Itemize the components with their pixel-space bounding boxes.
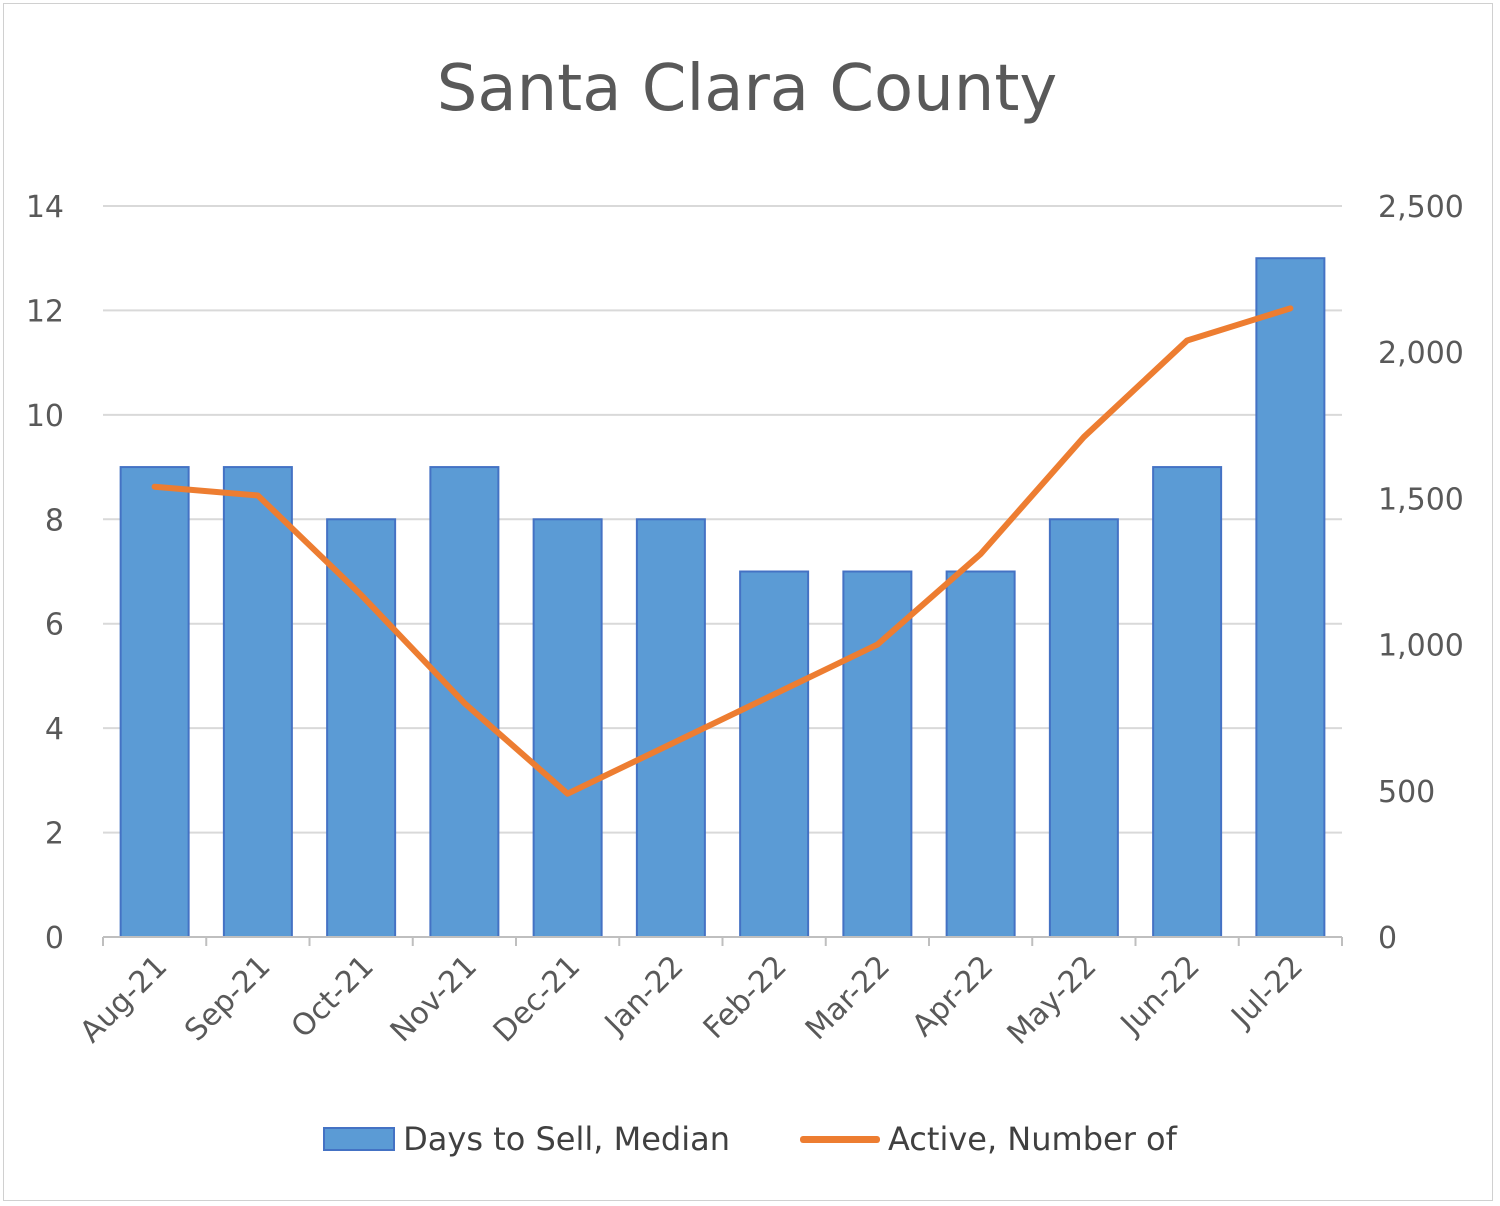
left-tick-label: 2 bbox=[45, 817, 64, 852]
x-tick-label: Nov-21 bbox=[384, 949, 484, 1049]
bar bbox=[119, 466, 190, 938]
right-tick-label: 0 bbox=[1378, 921, 1397, 956]
x-tick-label: Dec-21 bbox=[487, 949, 587, 1049]
x-tick-label: Mar-22 bbox=[799, 949, 897, 1047]
bar bbox=[326, 518, 397, 938]
right-tick-label: 500 bbox=[1378, 775, 1435, 810]
right-tick-label: 2,500 bbox=[1378, 190, 1464, 225]
legend-label-line: Active, Number of bbox=[887, 1120, 1177, 1158]
legend: Days to Sell, Median Active, Number of bbox=[0, 1116, 1500, 1162]
left-tick-label: 14 bbox=[26, 190, 64, 225]
x-tick-label: Jun-22 bbox=[1113, 949, 1207, 1043]
left-tick-label: 8 bbox=[45, 503, 64, 538]
gridlines bbox=[103, 205, 1342, 834]
legend-item-bars: Days to Sell, Median bbox=[323, 1120, 730, 1158]
bar bbox=[532, 518, 603, 938]
x-tick-label: Jul-22 bbox=[1224, 949, 1310, 1035]
left-tick-label: 12 bbox=[26, 294, 64, 329]
bar bbox=[739, 570, 810, 938]
bar-series bbox=[119, 257, 1326, 938]
legend-label-bars: Days to Sell, Median bbox=[403, 1120, 730, 1158]
legend-swatch-bar bbox=[323, 1127, 396, 1151]
bar bbox=[1255, 257, 1326, 938]
bar bbox=[635, 518, 706, 938]
left-tick-label: 4 bbox=[45, 712, 64, 747]
x-tick-label: Aug-21 bbox=[73, 949, 174, 1050]
x-axis-ticks: Aug-21 Sep-21 Oct-21 Nov-21 Dec-21 Jan-22 Feb-… bbox=[73, 949, 1310, 1052]
right-tick-label: 2,000 bbox=[1378, 336, 1464, 371]
line-series bbox=[151, 305, 1294, 797]
chart-title: Santa Clara County bbox=[436, 52, 1058, 126]
legend-item-line: Active, Number of bbox=[799, 1120, 1177, 1158]
series-line bbox=[151, 305, 1294, 797]
x-tick-label: Jan-22 bbox=[597, 949, 691, 1043]
right-tick-label: 1,500 bbox=[1378, 482, 1464, 517]
bar bbox=[1152, 466, 1223, 938]
x-tick-label: Feb-22 bbox=[697, 949, 794, 1046]
x-tick-label: Apr-22 bbox=[906, 949, 1001, 1044]
bar bbox=[945, 570, 1016, 938]
right-tick-label: 1,000 bbox=[1378, 629, 1464, 664]
bar bbox=[222, 466, 293, 938]
left-axis-ticks: 0 2 4 6 8 10 12 14 bbox=[26, 190, 64, 956]
left-tick-label: 6 bbox=[45, 608, 64, 643]
x-tick-label: Sep-21 bbox=[178, 949, 277, 1048]
x-tick-label: May-22 bbox=[1001, 949, 1104, 1052]
bar bbox=[1048, 518, 1119, 938]
left-tick-label: 0 bbox=[45, 921, 64, 956]
left-tick-label: 10 bbox=[26, 399, 64, 434]
legend-swatch-line bbox=[799, 1135, 880, 1143]
axes bbox=[102, 936, 1343, 946]
x-tick-label: Oct-21 bbox=[285, 949, 381, 1045]
right-axis-ticks: 0 500 1,000 1,500 2,000 2,500 bbox=[1378, 190, 1464, 956]
